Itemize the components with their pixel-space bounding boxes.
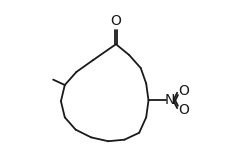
Text: N: N [165, 93, 175, 107]
Text: O: O [179, 103, 190, 117]
Text: O: O [111, 14, 121, 28]
Text: O: O [179, 84, 190, 98]
